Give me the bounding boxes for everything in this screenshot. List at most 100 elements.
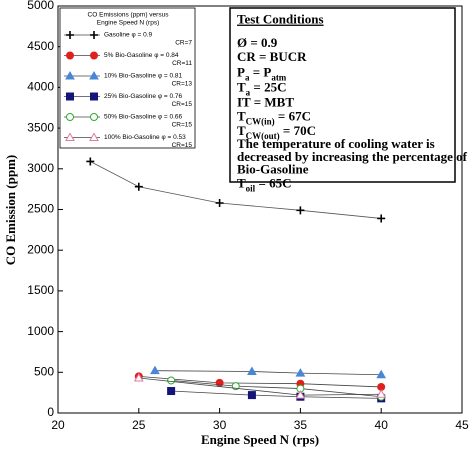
marker-shape xyxy=(296,206,305,215)
x-tick-label: 30 xyxy=(213,418,227,432)
condition-text: decreased by increasing the percentage o… xyxy=(237,149,468,164)
condition-text: IT = MBT xyxy=(237,94,294,109)
marker xyxy=(377,214,386,223)
marker xyxy=(66,51,74,60)
y-tick-label: 3000 xyxy=(27,161,54,175)
legend-title: Engine Speed N (rps) xyxy=(97,20,160,27)
x-tick-label: 25 xyxy=(132,418,146,432)
condition-line: Toil = 65C xyxy=(237,175,291,193)
y-axis-label: CO Emission (ppm) xyxy=(3,155,18,266)
marker xyxy=(150,365,160,375)
condition-text: = P xyxy=(249,65,271,80)
trend-line xyxy=(154,370,382,376)
condition-line: TCW(in) = 67C xyxy=(237,108,311,126)
condition-text: The temperature of cooling water is xyxy=(237,136,435,151)
trend-line xyxy=(171,390,382,399)
conditions-box xyxy=(229,7,456,183)
marker xyxy=(215,198,224,207)
condition-line: The temperature of cooling water is xyxy=(237,136,435,151)
marker xyxy=(90,92,98,101)
condition-text: T xyxy=(237,108,246,123)
condition-text: CW(out) xyxy=(246,131,280,141)
marker xyxy=(90,113,98,121)
condition-line: Ø = 0.9 xyxy=(237,35,278,50)
legend-cr: CR=11 xyxy=(172,60,192,67)
condition-text: atm xyxy=(271,73,286,83)
y-tick-label: 3500 xyxy=(27,120,54,134)
marker xyxy=(376,369,387,379)
trend-line xyxy=(138,375,382,388)
condition-text: CR = BUCR xyxy=(237,49,307,64)
legend-cr: CR=7 xyxy=(175,40,192,47)
marker xyxy=(66,113,74,121)
marker xyxy=(167,387,176,396)
y-tick-label: 1500 xyxy=(27,283,54,297)
condition-line: IT = MBT xyxy=(237,94,294,109)
marker xyxy=(89,132,99,141)
legend-cr: CR=15 xyxy=(172,101,193,108)
marker-shape xyxy=(134,182,143,191)
legend-label: 5% Bio-Gasoline φ = 0.84 xyxy=(104,52,179,59)
x-tick-label: 35 xyxy=(294,418,308,432)
marker-shape xyxy=(66,31,74,39)
marker-shape xyxy=(377,214,386,223)
legend-cr: CR=15 xyxy=(172,142,193,149)
marker xyxy=(247,366,257,375)
condition-line: TCW(out) = 70C xyxy=(237,123,316,141)
marker xyxy=(134,182,143,191)
marker-shape xyxy=(86,157,95,166)
x-tick-label: 40 xyxy=(375,418,389,432)
y-tick-label: 4500 xyxy=(27,39,54,53)
condition-text: T xyxy=(237,79,246,94)
marker xyxy=(86,157,95,166)
marker xyxy=(376,389,387,398)
legend-cr: CR=13 xyxy=(172,81,193,88)
condition-text: = 65C xyxy=(255,175,291,190)
legend-cr: CR=15 xyxy=(172,122,193,129)
condition-text: T xyxy=(237,175,246,190)
legend-label: 100% Bio-Gasoline φ = 0.53 xyxy=(104,134,186,141)
y-tick-label: 1000 xyxy=(27,324,54,338)
marker-shape xyxy=(90,31,98,39)
marker xyxy=(66,31,74,39)
condition-line: Ta = 25C xyxy=(237,79,286,97)
legend-label: 10% Bio-Gasoline φ = 0.81 xyxy=(104,73,182,80)
condition-line: Pa = Patm xyxy=(237,65,287,83)
condition-text: Test Conditions xyxy=(237,12,324,27)
marker xyxy=(90,31,98,39)
condition-text: T xyxy=(237,123,246,138)
x-tick-label: 45 xyxy=(455,418,469,432)
condition-text: P xyxy=(237,65,245,80)
condition-text: CW(in) xyxy=(246,116,275,126)
legend-label: 25% Bio-Gasoline φ = 0.76 xyxy=(104,93,182,100)
condition-line: Test Conditions xyxy=(237,12,324,27)
condition-text: a xyxy=(246,88,251,98)
condition-line: CR = BUCR xyxy=(237,49,307,64)
marker xyxy=(90,51,98,60)
y-tick-label: 5000 xyxy=(27,0,54,12)
condition-text: Ø = 0.9 xyxy=(237,35,278,50)
trend-line xyxy=(171,380,382,398)
condition-text: a xyxy=(245,73,250,83)
marker xyxy=(247,391,256,400)
marker xyxy=(295,368,306,377)
marker xyxy=(133,372,144,382)
marker xyxy=(65,132,75,141)
condition-text: = 25C xyxy=(250,79,286,94)
marker xyxy=(215,378,224,387)
y-tick-label: 2000 xyxy=(27,242,54,256)
marker xyxy=(65,70,75,80)
condition-text: Bio-Gasoline xyxy=(237,161,309,176)
marker xyxy=(167,376,176,385)
y-tick-label: 2500 xyxy=(27,202,54,216)
y-tick-label: 0 xyxy=(47,405,54,419)
marker xyxy=(89,70,99,80)
condition-text: = 70C xyxy=(280,123,316,138)
legend-box xyxy=(59,7,196,149)
y-tick-label: 500 xyxy=(34,364,54,378)
marker xyxy=(295,390,306,399)
condition-text: = 67C xyxy=(275,108,311,123)
marker xyxy=(66,92,74,101)
